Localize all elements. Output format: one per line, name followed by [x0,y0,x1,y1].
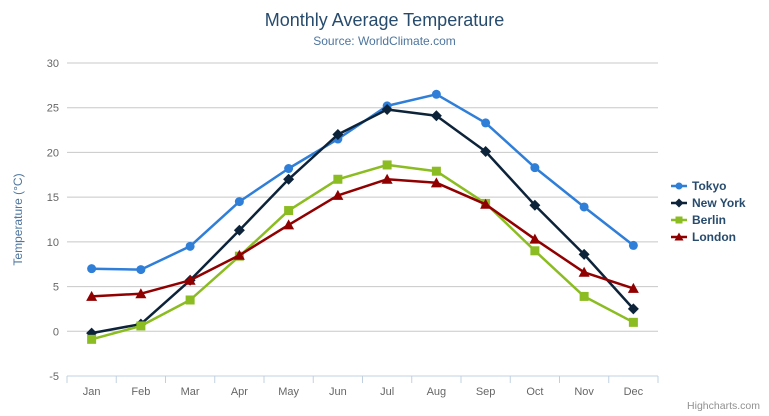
y-axis-tick-label: 25 [47,103,59,115]
marker-london-4[interactable] [283,219,295,230]
x-axis-tick-label: Sep [476,386,496,398]
x-axis-tick-label: Nov [574,386,594,398]
x-axis-tick-label: Jul [380,386,394,398]
marker-london-9[interactable] [529,233,541,244]
marker-new-york-3[interactable] [233,224,245,236]
marker-berlin-2[interactable] [185,295,195,305]
y-axis-tick-label: 20 [47,147,59,159]
marker-berlin-9[interactable] [530,246,540,256]
chart-title: Monthly Average Temperature [264,10,505,30]
marker-london-8[interactable] [480,198,492,209]
y-axis-tick-label: 5 [53,282,59,294]
marker-new-york-7[interactable] [430,110,442,122]
x-axis-tick-label: Jun [329,386,347,398]
marker-tokyo-7[interactable] [431,89,441,99]
marker-london-11[interactable] [627,282,639,293]
triangle-marker-icon [671,232,687,240]
y-axis-title: Temperature (°C) [11,173,25,265]
marker-berlin-0[interactable] [87,334,97,344]
marker-london-6[interactable] [381,173,393,184]
marker-tokyo-0[interactable] [87,264,97,274]
legend-label: London [692,229,736,244]
marker-tokyo-10[interactable] [579,202,589,212]
marker-tokyo-2[interactable] [185,241,195,251]
legend-item-london[interactable]: London [671,228,746,245]
marker-berlin-5[interactable] [333,174,343,184]
marker-berlin-10[interactable] [579,291,589,301]
marker-new-york-4[interactable] [283,173,295,185]
marker-berlin-7[interactable] [431,166,441,176]
marker-tokyo-9[interactable] [530,163,540,173]
marker-new-york-5[interactable] [332,129,344,141]
marker-new-york-10[interactable] [578,248,590,260]
series-line-tokyo[interactable] [90,93,635,271]
x-axis-tick-label: Dec [624,386,644,398]
y-axis-tick-label: 0 [53,326,59,338]
marker-tokyo-3[interactable] [234,197,244,207]
marker-berlin-4[interactable] [284,206,294,216]
legend-item-tokyo[interactable]: Tokyo [671,177,746,194]
marker-london-3[interactable] [233,249,245,260]
square-marker-icon [671,216,687,223]
marker-tokyo-8[interactable] [481,118,491,128]
marker-london-0[interactable] [86,290,98,301]
legend-label: Tokyo [692,178,727,193]
y-axis-tick-label: 15 [47,192,59,204]
circle-marker-icon [671,182,687,189]
marker-new-york-9[interactable] [529,199,541,211]
marker-berlin-11[interactable] [628,317,638,327]
marker-london-2[interactable] [184,274,196,285]
marker-tokyo-4[interactable] [284,164,294,174]
y-axis-tick-label: 30 [47,58,59,70]
chart-legend: Tokyo New York Berlin London [671,177,746,245]
marker-berlin-6[interactable] [382,160,392,170]
x-axis-tick-label: Aug [427,386,447,398]
x-axis-tick-label: Apr [231,386,248,398]
x-axis-tick-label: Mar [181,386,200,398]
legend-label: Berlin [692,212,727,227]
chart-subtitle: Source: WorldClimate.com [313,34,456,48]
x-axis-tick-label: Feb [131,386,150,398]
x-axis-tick-label: May [278,386,299,398]
diamond-marker-icon [671,198,687,207]
marker-london-10[interactable] [578,266,590,277]
marker-london-1[interactable] [135,288,147,299]
marker-tokyo-1[interactable] [136,265,146,275]
legend-label: New York [692,195,746,210]
y-axis-tick-label: -5 [49,371,59,383]
series-line-new-york[interactable] [90,108,635,335]
marker-london-5[interactable] [332,189,344,200]
legend-item-new-york[interactable]: New York [671,194,746,211]
series-line-berlin[interactable] [90,163,635,341]
marker-new-york-11[interactable] [627,303,639,315]
x-axis-tick-label: Oct [526,386,543,398]
x-axis-tick-label: Jan [83,386,101,398]
marker-berlin-1[interactable] [136,321,146,331]
y-axis-tick-label: 10 [47,237,59,249]
marker-new-york-6[interactable] [381,104,393,116]
marker-london-7[interactable] [430,177,442,188]
marker-new-york-8[interactable] [480,146,492,158]
legend-item-berlin[interactable]: Berlin [671,211,746,228]
series-line-london[interactable] [90,178,635,298]
highcharts-credit-link[interactable]: Highcharts.com [687,400,760,412]
marker-tokyo-11[interactable] [628,240,638,250]
